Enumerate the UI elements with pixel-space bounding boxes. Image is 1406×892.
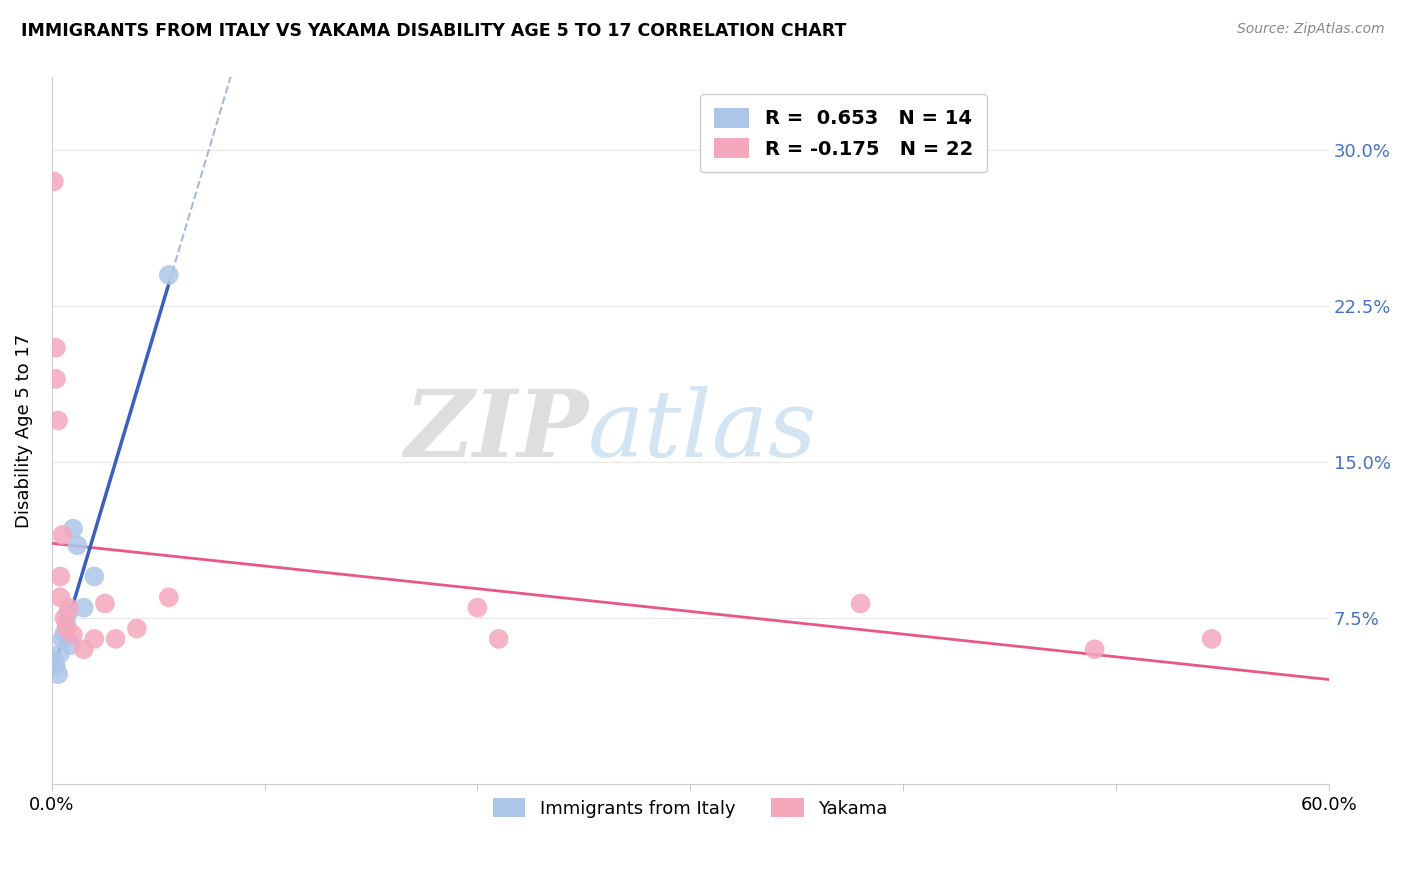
Text: atlas: atlas bbox=[588, 386, 818, 476]
Point bbox=[104, 632, 127, 646]
Point bbox=[62, 522, 84, 536]
Point bbox=[157, 268, 180, 282]
Point bbox=[73, 642, 96, 657]
Point bbox=[42, 174, 65, 188]
Point bbox=[66, 538, 89, 552]
Point bbox=[53, 611, 76, 625]
Point bbox=[45, 341, 67, 355]
Point bbox=[49, 591, 72, 605]
Text: ZIP: ZIP bbox=[404, 386, 588, 476]
Point bbox=[58, 605, 80, 619]
Point bbox=[1084, 642, 1107, 657]
Text: IMMIGRANTS FROM ITALY VS YAKAMA DISABILITY AGE 5 TO 17 CORRELATION CHART: IMMIGRANTS FROM ITALY VS YAKAMA DISABILI… bbox=[21, 22, 846, 40]
Point bbox=[83, 632, 105, 646]
Point bbox=[94, 597, 117, 611]
Point bbox=[467, 600, 489, 615]
Point bbox=[45, 372, 67, 386]
Point bbox=[55, 617, 77, 632]
Point bbox=[51, 528, 73, 542]
Point bbox=[125, 622, 148, 636]
Point bbox=[849, 597, 872, 611]
Point bbox=[73, 600, 96, 615]
Point bbox=[157, 591, 180, 605]
Point bbox=[42, 653, 65, 667]
Point bbox=[1201, 632, 1223, 646]
Point bbox=[49, 647, 72, 661]
Point bbox=[55, 622, 77, 636]
Y-axis label: Disability Age 5 to 17: Disability Age 5 to 17 bbox=[15, 334, 32, 528]
Point bbox=[46, 667, 69, 681]
Point bbox=[58, 600, 80, 615]
Point bbox=[49, 569, 72, 583]
Point bbox=[59, 638, 82, 652]
Text: Source: ZipAtlas.com: Source: ZipAtlas.com bbox=[1237, 22, 1385, 37]
Legend: Immigrants from Italy, Yakama: Immigrants from Italy, Yakama bbox=[485, 791, 896, 825]
Point bbox=[45, 659, 67, 673]
Point bbox=[488, 632, 510, 646]
Point bbox=[53, 625, 76, 640]
Point bbox=[46, 413, 69, 427]
Point bbox=[62, 628, 84, 642]
Point bbox=[83, 569, 105, 583]
Point bbox=[51, 632, 73, 646]
